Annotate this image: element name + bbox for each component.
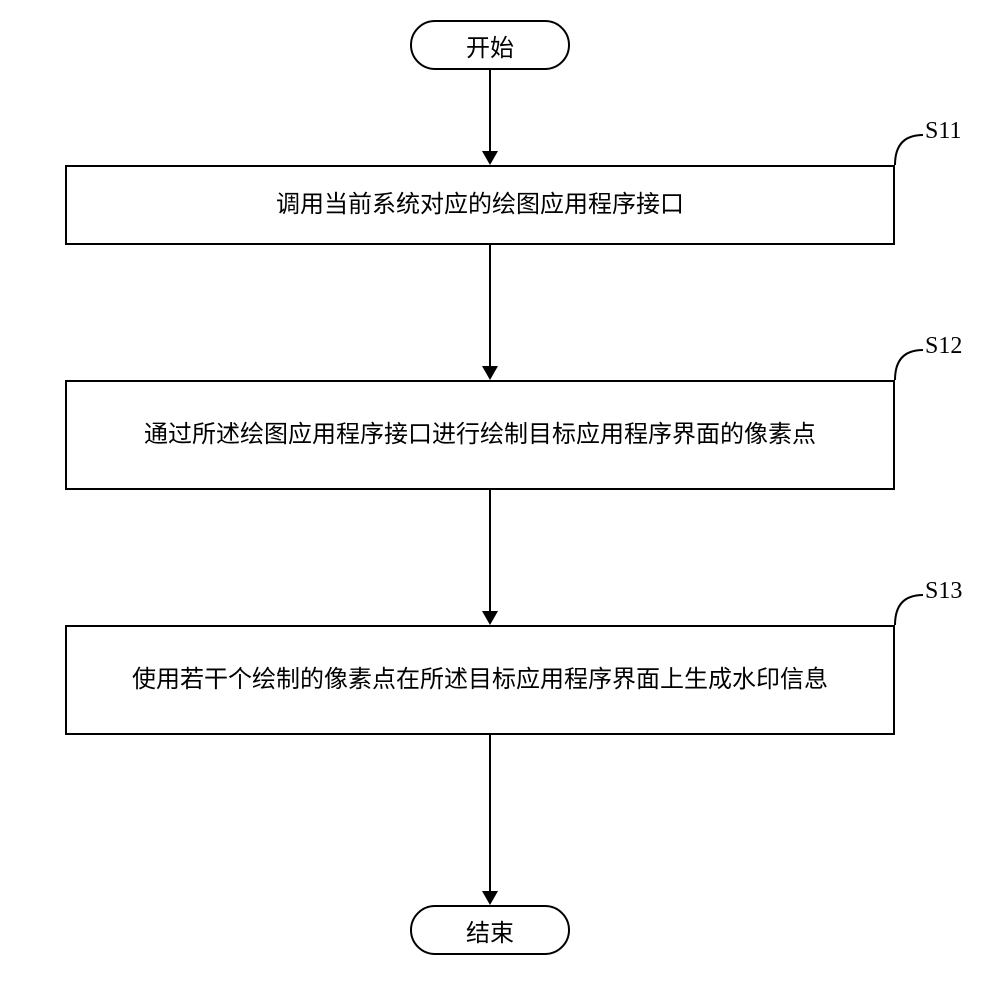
arrow-1-head — [482, 151, 498, 165]
process-s13: 使用若干个绘制的像素点在所述目标应用程序界面上生成水印信息 — [65, 625, 895, 735]
process-s13-text: 使用若干个绘制的像素点在所述目标应用程序界面上生成水印信息 — [132, 661, 828, 699]
arrow-2 — [489, 245, 491, 367]
step-label-s13: S13 — [925, 578, 962, 605]
step-label-s11: S11 — [925, 118, 961, 145]
start-node: 开始 — [410, 20, 570, 70]
process-s11-text: 调用当前系统对应的绘图应用程序接口 — [276, 186, 684, 224]
step-label-s12: S12 — [925, 333, 962, 360]
arrow-4-head — [482, 891, 498, 905]
arrow-4 — [489, 735, 491, 892]
process-s11: 调用当前系统对应的绘图应用程序接口 — [65, 165, 895, 245]
arrow-3 — [489, 490, 491, 612]
arrow-2-head — [482, 366, 498, 380]
start-label: 开始 — [466, 28, 514, 63]
arrow-1 — [489, 70, 491, 152]
flowchart-container: 开始 调用当前系统对应的绘图应用程序接口 S11 通过所述绘图应用程序接口进行绘… — [0, 0, 1000, 1000]
process-s12: 通过所述绘图应用程序接口进行绘制目标应用程序界面的像素点 — [65, 380, 895, 490]
process-s12-text: 通过所述绘图应用程序接口进行绘制目标应用程序界面的像素点 — [144, 416, 816, 454]
arrow-3-head — [482, 611, 498, 625]
end-node: 结束 — [410, 905, 570, 955]
end-label: 结束 — [466, 913, 514, 948]
